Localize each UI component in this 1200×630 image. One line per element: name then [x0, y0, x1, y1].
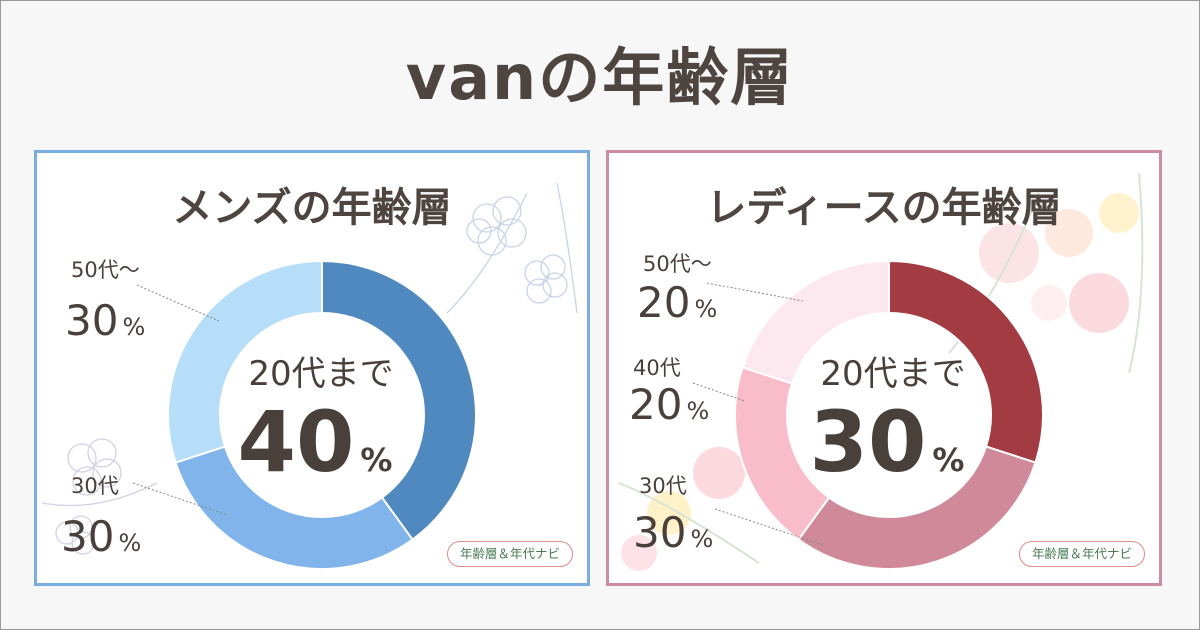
callout-label-50s: 50代～: [71, 258, 140, 282]
callout-percent-40s: 20%: [629, 380, 709, 429]
flower-decoration-icon: [948, 172, 1144, 374]
donut-slice-3: [741, 259, 890, 385]
mens-donut-chart: 50代～ 30% 30代 30% 20代まで 40%: [61, 258, 477, 570]
center-label: 20代まで: [248, 354, 393, 394]
main-title: vanの年齢層: [405, 41, 795, 114]
donut-slice-1: [174, 445, 414, 570]
flower-decoration-icon: [446, 182, 578, 314]
brand-badge: 年齢層＆年代ナビ: [446, 541, 573, 567]
callout-percent-30s: 30%: [633, 508, 713, 557]
womens-panel: レディースの年齢層 50代～ 20% 40代 20% 30代 30% 20代まで…: [606, 150, 1162, 586]
callout-leader-line: [132, 482, 228, 516]
womens-donut-chart: 50代～ 20% 40代 20% 30代 30% 20代まで 30%: [629, 252, 1044, 570]
callout-label-40s: 40代: [633, 356, 681, 380]
center-value: 30%: [810, 393, 965, 491]
mens-chart-title: メンズの年齢層: [172, 185, 452, 231]
donut-slice-0: [888, 259, 1044, 464]
callout-label-30s: 30代: [71, 474, 119, 498]
donut-slice-0: [321, 259, 477, 541]
center-label: 20代まで: [820, 354, 965, 394]
flower-decoration-icon: [618, 447, 760, 571]
center-value: 40%: [238, 393, 393, 491]
flower-decoration-icon: [41, 438, 158, 555]
callout-percent-30s: 30%: [61, 512, 141, 561]
callout-percent-50s: 30%: [65, 296, 145, 345]
callout-percent-50s: 20%: [637, 278, 717, 327]
donut-slice-2: [167, 259, 323, 464]
callout-leader-line: [706, 282, 804, 302]
callout-leader-line: [692, 382, 746, 402]
callout-leader-line: [136, 284, 220, 322]
callout-label-30s: 30代: [639, 474, 687, 498]
womens-chart-title: レディースの年齢層: [706, 185, 1062, 231]
donut-slice-1: [797, 445, 1037, 570]
callout-label-50s: 50代～: [643, 252, 712, 276]
callout-leader-line: [714, 508, 824, 546]
brand-badge: 年齢層＆年代ナビ: [1018, 541, 1145, 567]
mens-panel: メンズの年齢層 50代～ 30% 30代 30% 20代まで 40% 年齢層＆年…: [34, 150, 590, 586]
